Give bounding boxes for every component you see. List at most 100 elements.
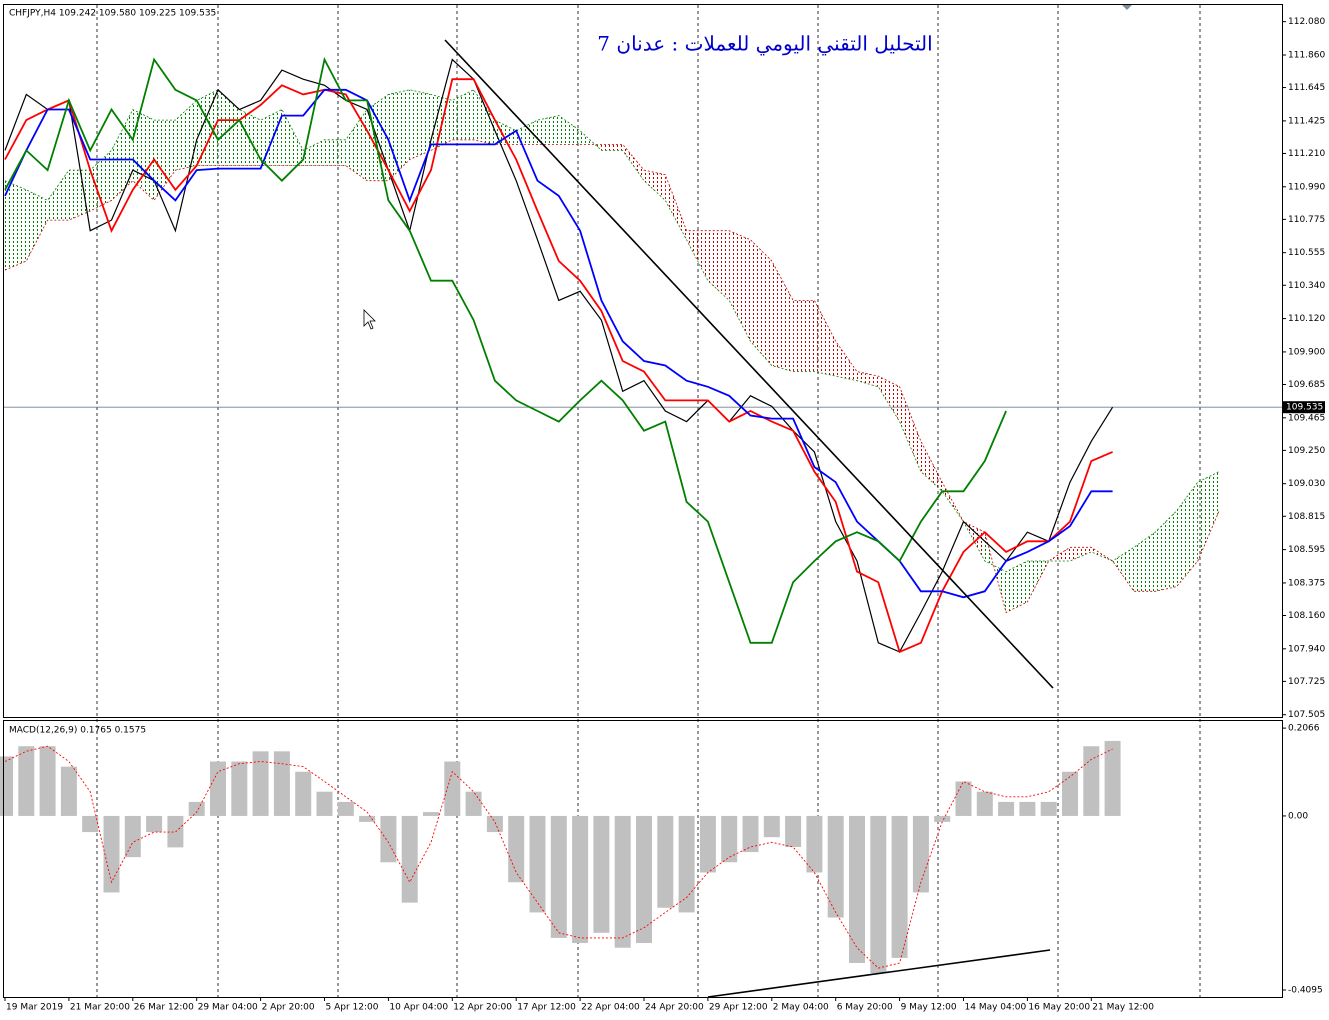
histogram-bar: [870, 815, 887, 974]
cloud-fill: [920, 441, 943, 492]
cloud-fill: [1155, 510, 1177, 592]
histogram-bar: [955, 781, 972, 816]
cloud-fill: [750, 239, 772, 366]
x-tick-label: 14 May 04:00: [965, 1003, 1027, 1013]
histogram-bar: [742, 815, 759, 853]
series-line: [4, 78, 1113, 654]
x-tick-label: 16 May 20:00: [1028, 1003, 1090, 1013]
histogram-bar: [380, 815, 397, 863]
histogram-bar: [934, 815, 951, 822]
y-tick-label: 110.120: [1288, 314, 1325, 324]
cloud-fill: [1070, 547, 1092, 561]
histogram-bar: [146, 815, 163, 833]
histogram-bar: [678, 815, 695, 913]
histogram-bar: [231, 761, 248, 816]
histogram-bar: [614, 815, 631, 948]
histogram-bar: [39, 746, 56, 816]
cloud-fill: [218, 89, 240, 166]
histogram-bar: [508, 815, 525, 883]
x-tick-label: 29 Mar 04:00: [198, 1003, 258, 1013]
cloud-fill: [494, 120, 517, 145]
y-tick-label: 108.595: [1288, 545, 1325, 555]
cloud-fill: [345, 109, 368, 181]
symbol-header: CHFJPY,H4 109.242 109.580 109.225 109.53…: [9, 9, 216, 19]
y-tick-label: 107.940: [1288, 644, 1325, 654]
cloud-fill: [984, 532, 1007, 613]
cloud-fill: [942, 482, 964, 522]
histogram-bar: [0, 756, 13, 816]
x-tick-label: 5 Apr 12:00: [326, 1003, 379, 1013]
cloud-fill: [729, 230, 751, 342]
y-tick-label: 111.210: [1288, 149, 1325, 159]
y-tick-label: 109.030: [1288, 479, 1325, 489]
y-tick-label: 0.00: [1288, 811, 1308, 821]
histogram-bar: [359, 815, 376, 822]
cloud-fill: [26, 189, 48, 262]
histogram-bar: [1062, 771, 1078, 816]
y-tick-label: 109.465: [1288, 413, 1325, 423]
cloud-fill: [1133, 532, 1156, 592]
histogram-bar: [18, 746, 35, 816]
cloud-fill: [857, 371, 879, 387]
histogram-bar: [337, 801, 354, 816]
cloud-fill: [68, 170, 91, 221]
x-tick-label: 12 Apr 20:00: [453, 1003, 512, 1013]
cloud-fill: [473, 89, 495, 145]
histogram-bar: [593, 815, 610, 933]
cloud-fill: [239, 109, 261, 166]
histogram-bar: [912, 815, 929, 893]
cloud-fill: [686, 230, 708, 281]
histogram-bar: [763, 815, 780, 838]
x-tick-label: 26 Mar 12:00: [134, 1003, 194, 1013]
trend-line: [444, 39, 1054, 689]
cloud-fill: [1197, 471, 1220, 561]
histogram-bar: [1019, 801, 1036, 816]
histogram-bar: [827, 815, 844, 918]
cloud-fill: [771, 261, 794, 372]
y-tick-label: 0.2066: [1288, 724, 1320, 734]
cloud-fill: [281, 109, 304, 166]
histogram-bar: [785, 815, 802, 847]
senkou-span-a: [4, 89, 1220, 573]
cloud-fill: [835, 341, 857, 381]
cloud-fill: [5, 180, 27, 271]
y-tick-label: 109.250: [1288, 446, 1325, 456]
histogram-bar: [401, 815, 418, 903]
cloud-fill: [558, 115, 581, 145]
cloud-fill: [388, 89, 410, 181]
cloud-fill: [154, 120, 176, 201]
cloud-fill: [1176, 482, 1198, 587]
cloud-fill: [47, 170, 69, 221]
histogram-bar: [1083, 746, 1100, 816]
x-tick-label: 21 May 12:00: [1092, 1003, 1154, 1013]
divergence-line: [707, 949, 1051, 998]
cloud-fill: [175, 100, 197, 171]
histogram-bar: [316, 791, 333, 816]
y-tick-label: 112.080: [1288, 17, 1325, 27]
senkou-span-b: [4, 139, 1220, 614]
cloud-fill: [665, 174, 687, 240]
series-line: [4, 88, 1113, 599]
histogram-bar: [423, 812, 439, 816]
histogram-bar: [188, 801, 205, 816]
histogram-bar: [699, 815, 716, 873]
y-tick-label: 108.375: [1288, 578, 1325, 588]
x-tick-label: 24 Apr 20:00: [645, 1003, 704, 1013]
cloud-fill: [899, 386, 921, 472]
y-tick-label: 110.775: [1288, 215, 1325, 225]
histogram-bar: [82, 815, 99, 833]
cloud-fill: [793, 300, 815, 372]
y-tick-label: 111.860: [1288, 50, 1325, 60]
y-tick-label: 110.555: [1288, 248, 1325, 258]
cloud-fill: [601, 144, 623, 151]
x-tick-label: 9 May 12:00: [901, 1003, 957, 1013]
histogram-bar: [550, 815, 567, 938]
y-tick-label: 111.645: [1288, 83, 1325, 93]
cloud-fill: [537, 115, 559, 145]
histogram-bar: [210, 761, 226, 816]
y-tick-label: 110.990: [1288, 182, 1325, 192]
cloud-fill: [1006, 560, 1028, 613]
x-tick-label: 2 May 04:00: [773, 1003, 829, 1013]
histogram-bar: [529, 815, 546, 913]
y-tick-label: 109.900: [1288, 347, 1325, 357]
